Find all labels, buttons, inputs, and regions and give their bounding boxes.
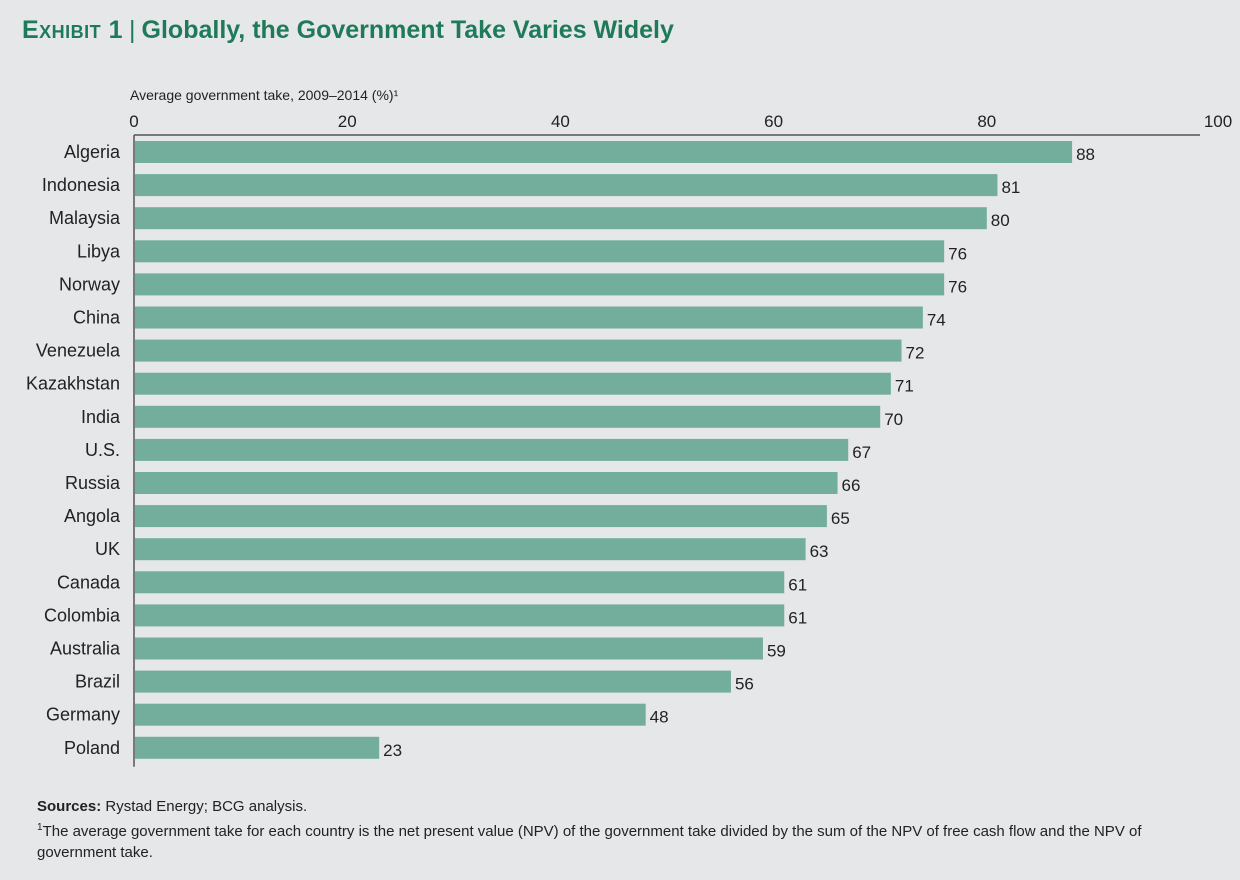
bar-row: China 74 [73,306,946,330]
bar [135,604,785,627]
category-label: Libya [77,241,121,261]
bar-row: Russia 66 [65,472,861,495]
bar-row: Venezuela 72 [36,339,925,363]
bar-row: UK 63 [95,538,829,561]
bar-row: Poland 23 [64,736,402,760]
bar-value-label: 61 [788,575,807,594]
axis-label: Average government take, 2009–2014 (%)¹ [130,87,399,103]
bar [135,670,731,693]
sources-line: Sources: Rystad Energy; BCG analysis. [37,796,1217,817]
footnote-marker: 1 [37,822,43,833]
bar-value-label: 66 [842,476,861,495]
bar-value-label: 81 [1001,178,1020,197]
category-label: Kazakhstan [26,374,120,394]
bar-value-label: 71 [895,377,914,396]
bar [135,207,987,230]
bar-row: Angola 65 [64,505,850,528]
bar-value-label: 80 [991,211,1010,230]
category-label: Indonesia [42,175,121,195]
category-label: Russia [65,473,121,493]
bar [135,240,945,263]
bar-value-label: 76 [948,277,967,296]
bar-value-label: 67 [852,443,871,462]
exhibit-label: Exhibit 1 [22,16,124,44]
bar-row: Germany 48 [46,703,669,727]
bar [135,273,945,296]
bar [135,538,806,561]
bar-row: Canada 61 [57,571,807,594]
category-label: Malaysia [49,208,121,228]
bar-value-label: 56 [735,675,754,694]
bar-value-label: 74 [927,311,946,330]
bar [135,174,998,197]
sources-text: Rystad Energy; BCG analysis. [105,798,308,815]
bar [135,703,646,726]
bar [135,571,785,594]
x-tick-label: 100 [1204,112,1232,131]
bar-row: Colombia 61 [44,604,807,627]
title-separator: | [129,16,136,44]
bar-value-label: 76 [948,244,967,263]
category-label: Canada [57,572,121,592]
bar-row: Australia 59 [50,637,786,661]
bar-row: Algeria 88 [64,141,1095,164]
bar-row: India 70 [81,405,903,429]
category-label: Colombia [44,605,121,625]
bar-row: Indonesia 81 [42,174,1020,197]
category-label: Poland [64,738,120,758]
tick-labels: 0 20 40 60 80 100 [129,112,1232,131]
chart-title-row: Exhibit 1 | Globally, the Government Take … [22,16,674,45]
bar-value-label: 63 [810,542,829,561]
bar [135,141,1073,163]
bar [135,472,838,494]
bar-value-label: 65 [831,509,850,528]
axes [133,134,1200,767]
x-tick-label: 60 [764,112,783,131]
bar-row: Malaysia 80 [49,207,1010,230]
category-label: Brazil [75,672,120,692]
bar-row: Libya 76 [77,240,967,263]
bar [135,339,902,362]
bar [135,306,923,329]
x-tick-label: 0 [129,112,138,131]
category-label: Venezuela [36,341,121,361]
bar-value-label: 23 [383,741,402,760]
bar-value-label: 72 [906,344,925,363]
bar-value-label: 59 [767,642,786,661]
chart-footer: Sources: Rystad Energy; BCG analysis. 1T… [37,796,1217,863]
bar-value-label: 70 [884,410,903,429]
category-label: Norway [59,274,120,294]
category-label: Angola [64,506,121,526]
category-label: Australia [50,639,121,659]
bar-row: U.S. 67 [85,438,871,462]
bar [135,372,891,395]
bar [135,505,827,528]
x-tick-label: 20 [338,112,357,131]
bar-value-label: 61 [788,608,807,627]
sources-label: Sources: [37,798,102,815]
bar [135,405,881,428]
x-tick-label: 40 [551,112,570,131]
bar [135,637,763,660]
bar [135,438,849,461]
bar-row: Kazakhstan 71 [26,372,914,396]
bar-value-label: 48 [650,708,669,727]
bar-value-label: 88 [1076,145,1095,164]
bar-row: Brazil 56 [75,670,754,694]
x-tick-label: 80 [977,112,996,131]
category-label: U.S. [85,440,120,460]
category-label: China [73,308,121,328]
category-label: UK [95,539,120,559]
footnote-text: The average government take for each cou… [37,823,1142,861]
bar [135,736,380,759]
category-label: Algeria [64,142,121,162]
footnote: 1The average government take for each co… [37,817,1217,863]
chart-title: Globally, the Government Take Varies Wid… [141,16,674,44]
bar-row: Norway 76 [59,273,967,296]
category-label: Germany [46,705,120,725]
category-label: India [81,407,121,427]
